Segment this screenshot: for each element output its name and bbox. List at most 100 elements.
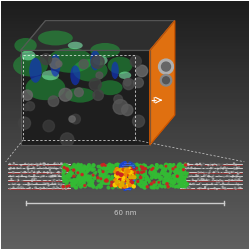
Point <box>110 166 114 170</box>
Point <box>28 165 32 169</box>
Point <box>130 182 134 186</box>
Point <box>64 166 68 170</box>
Point <box>80 176 84 180</box>
Point <box>64 168 68 172</box>
Point <box>63 165 67 169</box>
Ellipse shape <box>26 75 65 100</box>
Point <box>184 166 188 170</box>
Point <box>83 184 87 188</box>
Point <box>76 164 80 168</box>
Point <box>164 168 168 172</box>
Ellipse shape <box>108 57 132 74</box>
Point <box>190 166 194 170</box>
Point <box>190 178 194 182</box>
Point <box>191 182 195 186</box>
Point <box>60 182 64 186</box>
Point <box>160 168 164 172</box>
Point <box>169 180 173 184</box>
Point <box>53 182 57 186</box>
Point <box>198 186 202 190</box>
Point <box>18 178 22 182</box>
Point <box>169 180 173 184</box>
Bar <box>1 224 249 228</box>
Point <box>44 166 48 170</box>
Point <box>102 181 106 185</box>
Point <box>228 178 232 182</box>
Point <box>20 179 24 183</box>
Point <box>202 177 206 181</box>
Point <box>101 167 105 171</box>
Point <box>151 166 155 170</box>
Point <box>212 170 216 174</box>
Point <box>138 164 142 168</box>
Point <box>18 166 22 170</box>
Point <box>227 178 231 182</box>
Point <box>32 174 36 178</box>
Point <box>142 185 146 189</box>
Point <box>61 166 65 170</box>
Point <box>148 180 152 184</box>
Point <box>144 182 148 186</box>
Point <box>110 170 114 173</box>
Point <box>177 184 181 188</box>
Point <box>163 180 167 184</box>
Point <box>218 162 222 166</box>
Point <box>181 175 185 179</box>
Point <box>121 178 125 182</box>
Point <box>62 178 66 182</box>
Point <box>42 177 46 181</box>
Point <box>82 164 86 168</box>
Point <box>222 178 226 182</box>
Point <box>53 170 57 174</box>
Point <box>18 186 22 190</box>
Point <box>211 177 215 181</box>
Point <box>237 177 241 181</box>
Point <box>118 178 122 182</box>
Point <box>211 178 215 182</box>
Point <box>114 180 118 184</box>
Bar <box>1 181 249 184</box>
Point <box>174 172 178 175</box>
Point <box>97 170 101 173</box>
Point <box>210 163 214 167</box>
Point <box>47 166 51 170</box>
Point <box>206 163 210 167</box>
Point <box>176 170 180 174</box>
Point <box>11 174 15 178</box>
Point <box>64 175 68 179</box>
Point <box>199 178 203 182</box>
Point <box>164 166 168 170</box>
Point <box>34 170 38 174</box>
Ellipse shape <box>50 54 60 76</box>
Point <box>228 170 232 174</box>
Point <box>102 162 106 166</box>
Point <box>100 163 104 167</box>
Point <box>30 170 34 174</box>
Bar <box>1 84 249 88</box>
Point <box>20 167 24 171</box>
Point <box>63 186 67 190</box>
Bar <box>1 175 249 178</box>
Point <box>82 179 86 183</box>
Point <box>145 185 149 189</box>
Point <box>33 186 37 190</box>
Point <box>143 164 147 168</box>
Point <box>157 176 161 180</box>
Point <box>234 181 238 185</box>
Point <box>46 174 50 178</box>
Point <box>48 170 52 174</box>
Point <box>95 186 99 190</box>
Point <box>131 174 135 178</box>
Point <box>79 166 83 170</box>
Point <box>96 164 100 168</box>
Point <box>104 178 108 182</box>
Point <box>12 162 16 166</box>
Bar <box>1 72 249 75</box>
Point <box>191 182 195 186</box>
Point <box>178 183 182 187</box>
Point <box>156 172 160 176</box>
Point <box>9 182 13 186</box>
Point <box>130 169 134 173</box>
Point <box>113 178 117 182</box>
Point <box>215 170 219 174</box>
